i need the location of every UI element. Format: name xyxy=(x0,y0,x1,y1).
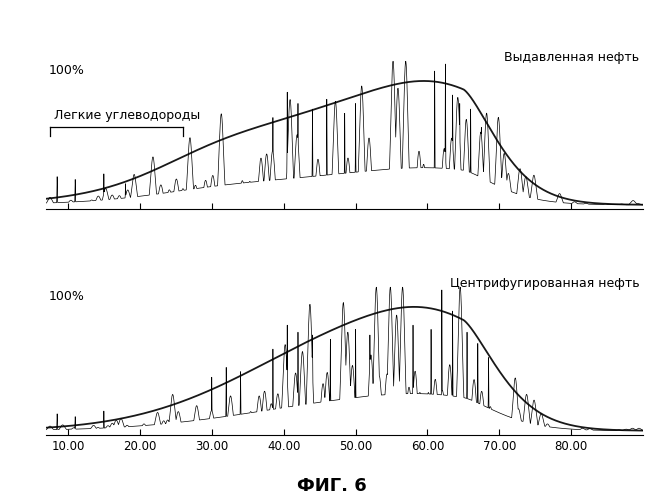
Text: ФИГ. 6: ФИГ. 6 xyxy=(296,477,367,495)
Text: Выдавленная нефть: Выдавленная нефть xyxy=(505,52,640,64)
Text: 100%: 100% xyxy=(48,290,84,303)
Text: Центрифугированная нефть: Центрифугированная нефть xyxy=(450,278,640,290)
Text: Легкие углеводороды: Легкие углеводороды xyxy=(54,109,200,122)
Text: 100%: 100% xyxy=(48,64,84,77)
